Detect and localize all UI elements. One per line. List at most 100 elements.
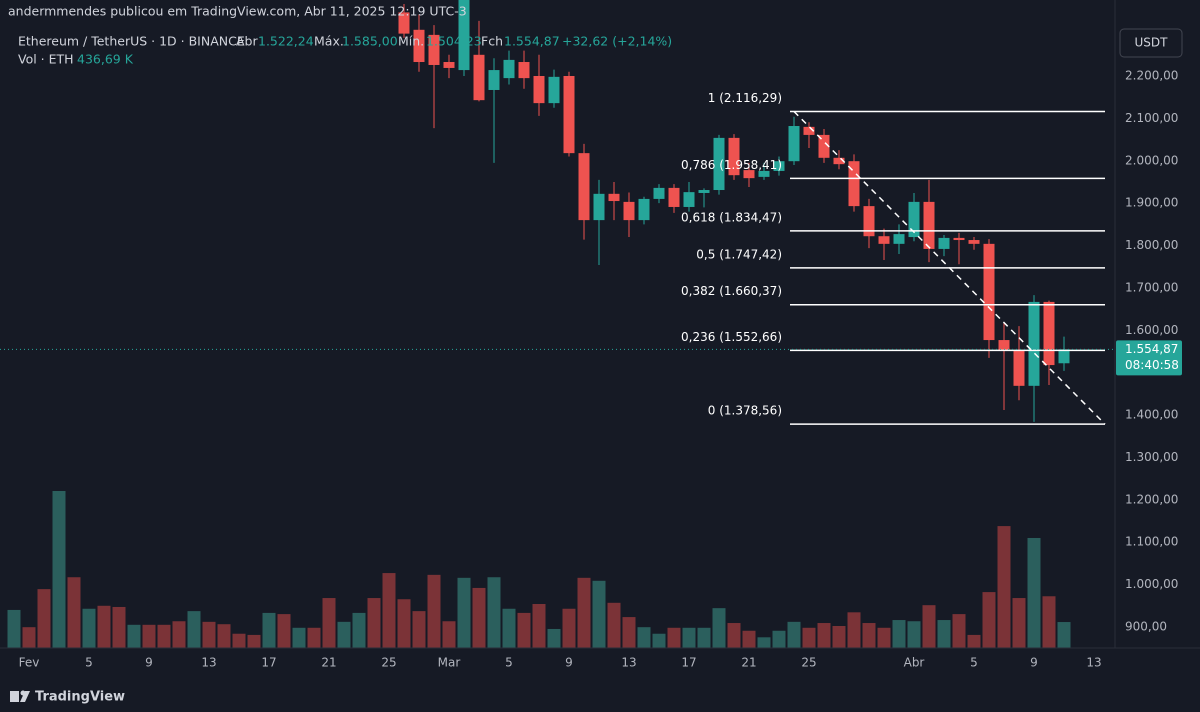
x-tick-label: Abr — [904, 656, 925, 670]
volume-bar — [862, 623, 876, 648]
fib-label: 0,786 (1.958,41) — [681, 158, 782, 172]
x-tick-label: 5 — [970, 656, 978, 670]
volume-bar — [82, 608, 96, 648]
volume-bar — [922, 605, 936, 648]
candle-body — [983, 243, 995, 341]
currency-box[interactable] — [1119, 28, 1183, 58]
volume-bar — [1012, 598, 1026, 648]
volume-bar — [127, 624, 141, 648]
fib-label: 1 (2.116,29) — [708, 91, 782, 105]
price-box — [1116, 340, 1182, 376]
fib-label: 0,5 (1.747,42) — [696, 247, 782, 261]
candle-body — [1028, 301, 1040, 386]
volume-bar — [457, 577, 471, 648]
fib-label: 0,618 (1.834,47) — [681, 210, 782, 224]
volume-bar — [1057, 622, 1071, 648]
candle-body — [938, 237, 950, 249]
plot-area — [0, 0, 1115, 648]
legend-label: Fch — [481, 34, 503, 49]
volume-bar — [367, 598, 381, 648]
volume-bar — [712, 608, 726, 648]
candle-body — [503, 59, 515, 79]
volume-bar — [427, 574, 441, 648]
y-tick-label: 900,00 — [1125, 620, 1167, 634]
x-tick-label: 21 — [741, 656, 756, 670]
legend-value: 1.554,87 — [504, 34, 560, 49]
y-tick-label: 1.600,00 — [1125, 323, 1178, 337]
x-tick-label: 5 — [85, 656, 93, 670]
volume-bar — [787, 621, 801, 648]
y-tick-label: 1.200,00 — [1125, 492, 1178, 506]
volume-bar — [562, 608, 576, 648]
volume-bar — [832, 625, 846, 648]
volume-bar — [982, 592, 996, 648]
candle-body — [458, 0, 470, 71]
candle-body — [548, 76, 560, 104]
y-tick-label: 1.700,00 — [1125, 280, 1178, 294]
candle-body — [878, 236, 890, 244]
volume-bar — [937, 620, 951, 648]
candle-body — [893, 234, 905, 244]
candle-body — [953, 237, 965, 241]
volume-bar — [277, 614, 291, 648]
volume-bar — [172, 621, 186, 648]
volume-bar — [217, 624, 231, 648]
volume-bar — [52, 491, 66, 648]
x-tick-label: 13 — [621, 656, 636, 670]
volume-bar — [22, 627, 36, 648]
x-tick-label: Mar — [438, 656, 461, 670]
candle-body — [968, 240, 980, 244]
candle-body — [488, 70, 500, 90]
x-tick-label: 21 — [321, 656, 336, 670]
candle-body — [638, 198, 650, 221]
volume-bar — [517, 612, 531, 648]
candle-body — [998, 340, 1010, 351]
volume-bar — [727, 623, 741, 648]
candle-body — [698, 190, 710, 193]
volume-bar — [292, 627, 306, 648]
volume-bar — [157, 624, 171, 648]
volume-bar — [697, 627, 711, 648]
volume-bar — [322, 598, 336, 648]
x-tick-label: 17 — [681, 656, 696, 670]
volume-bar — [397, 599, 411, 648]
volume-bar — [892, 620, 906, 648]
volume-bar — [622, 617, 636, 648]
legend-label: Mín. — [398, 34, 424, 49]
byline: andermmendes publicou em TradingView.com… — [8, 4, 467, 19]
candle-body — [833, 157, 845, 165]
y-tick-label: 1.900,00 — [1125, 196, 1178, 210]
volume-bar — [847, 612, 861, 648]
volume-bar — [577, 577, 591, 648]
x-tick-label: 9 — [565, 656, 573, 670]
candle-body — [518, 62, 530, 79]
currency[interactable]: USDT — [1135, 36, 1169, 50]
legend-label: Máx. — [314, 34, 344, 49]
volume-bar — [337, 621, 351, 648]
y-tick-label: 1.100,00 — [1125, 535, 1178, 549]
volume-bar — [487, 577, 501, 648]
candle-body — [608, 193, 620, 202]
volume-bar — [232, 633, 246, 648]
y-tick-label: 1.000,00 — [1125, 577, 1178, 591]
volume-bar — [997, 526, 1011, 648]
candle-body — [563, 76, 575, 154]
candle-body — [623, 201, 635, 221]
volume-bar — [142, 624, 156, 648]
volume-bar — [1027, 537, 1041, 648]
volume-bar — [682, 627, 696, 648]
volume-bar — [352, 612, 366, 648]
legend-value: 1.585,00 — [342, 34, 398, 49]
candle-body — [473, 54, 485, 101]
x-tick-label: 25 — [801, 656, 816, 670]
volume-bar — [382, 573, 396, 648]
candle-body — [863, 206, 875, 237]
volume-bar — [667, 627, 681, 648]
volume-bar — [592, 580, 606, 648]
fib-label: 0 (1.378,56) — [708, 404, 782, 418]
volume-bar — [67, 577, 81, 648]
volume-bar — [742, 630, 756, 648]
volume-bar — [772, 630, 786, 648]
volume-bar — [412, 611, 426, 648]
